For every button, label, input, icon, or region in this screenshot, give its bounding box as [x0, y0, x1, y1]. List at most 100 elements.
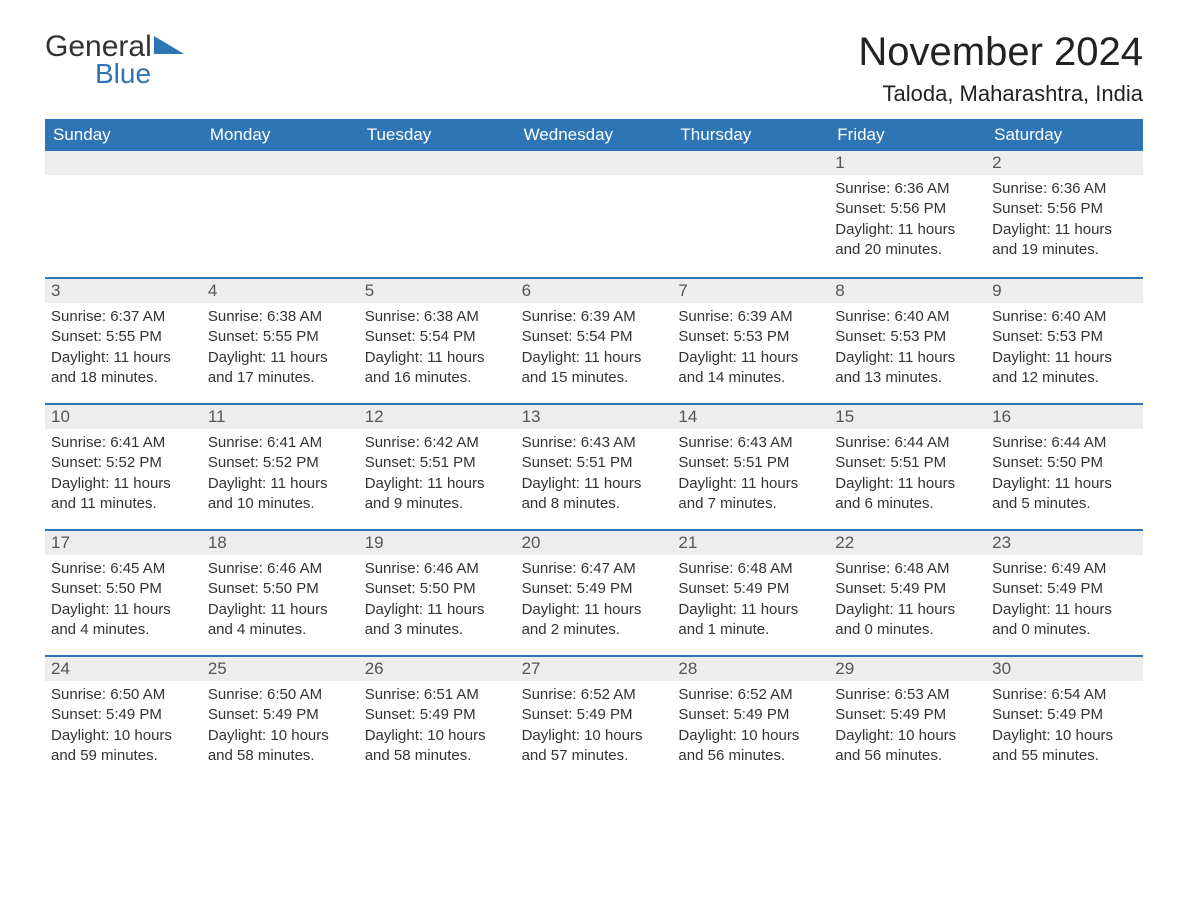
day-number: 8 — [829, 279, 986, 303]
sunrise-text: Sunrise: 6:37 AM — [51, 307, 196, 327]
day-number: 4 — [202, 279, 359, 303]
sunset-text: Sunset: 5:49 PM — [678, 705, 823, 725]
day-body: Sunrise: 6:41 AMSunset: 5:52 PMDaylight:… — [45, 429, 202, 522]
day-number: 7 — [672, 279, 829, 303]
sunrise-text: Sunrise: 6:48 AM — [835, 559, 980, 579]
day-body: Sunrise: 6:46 AMSunset: 5:50 PMDaylight:… — [359, 555, 516, 648]
day-number: 14 — [672, 405, 829, 429]
dow-cell: Sunday — [45, 119, 202, 151]
sunrise-text: Sunrise: 6:50 AM — [208, 685, 353, 705]
day-number: 5 — [359, 279, 516, 303]
daylight-text: Daylight: 11 hours and 7 minutes. — [678, 474, 823, 515]
sunrise-text: Sunrise: 6:36 AM — [992, 179, 1137, 199]
sunrise-text: Sunrise: 6:42 AM — [365, 433, 510, 453]
daylight-text: Daylight: 11 hours and 9 minutes. — [365, 474, 510, 515]
sunset-text: Sunset: 5:54 PM — [365, 327, 510, 347]
day-cell: 5Sunrise: 6:38 AMSunset: 5:54 PMDaylight… — [359, 279, 516, 403]
day-body: Sunrise: 6:40 AMSunset: 5:53 PMDaylight:… — [829, 303, 986, 396]
sunrise-text: Sunrise: 6:44 AM — [835, 433, 980, 453]
day-body: Sunrise: 6:38 AMSunset: 5:55 PMDaylight:… — [202, 303, 359, 396]
sunset-text: Sunset: 5:55 PM — [208, 327, 353, 347]
sunrise-text: Sunrise: 6:41 AM — [208, 433, 353, 453]
header: General Blue November 2024 Taloda, Mahar… — [45, 30, 1143, 107]
daylight-text: Daylight: 10 hours and 56 minutes. — [678, 726, 823, 767]
day-body: Sunrise: 6:46 AMSunset: 5:50 PMDaylight:… — [202, 555, 359, 648]
sunrise-text: Sunrise: 6:49 AM — [992, 559, 1137, 579]
sunset-text: Sunset: 5:53 PM — [678, 327, 823, 347]
day-number: 17 — [45, 531, 202, 555]
sunset-text: Sunset: 5:53 PM — [835, 327, 980, 347]
logo: General Blue — [45, 30, 184, 90]
day-cell: 30Sunrise: 6:54 AMSunset: 5:49 PMDayligh… — [986, 657, 1143, 781]
day-number: 20 — [516, 531, 673, 555]
sunset-text: Sunset: 5:52 PM — [51, 453, 196, 473]
sunset-text: Sunset: 5:50 PM — [365, 579, 510, 599]
sunset-text: Sunset: 5:49 PM — [992, 579, 1137, 599]
day-number: 12 — [359, 405, 516, 429]
day-number: 11 — [202, 405, 359, 429]
day-number: 1 — [829, 151, 986, 175]
day-number: 27 — [516, 657, 673, 681]
day-cell: 29Sunrise: 6:53 AMSunset: 5:49 PMDayligh… — [829, 657, 986, 781]
week-row: 3Sunrise: 6:37 AMSunset: 5:55 PMDaylight… — [45, 277, 1143, 403]
sunrise-text: Sunrise: 6:36 AM — [835, 179, 980, 199]
sunset-text: Sunset: 5:49 PM — [522, 579, 667, 599]
empty-day-bar — [672, 151, 829, 175]
daylight-text: Daylight: 10 hours and 58 minutes. — [365, 726, 510, 767]
day-cell: 23Sunrise: 6:49 AMSunset: 5:49 PMDayligh… — [986, 531, 1143, 655]
sunset-text: Sunset: 5:51 PM — [365, 453, 510, 473]
day-cell: 26Sunrise: 6:51 AMSunset: 5:49 PMDayligh… — [359, 657, 516, 781]
day-body: Sunrise: 6:47 AMSunset: 5:49 PMDaylight:… — [516, 555, 673, 648]
day-body: Sunrise: 6:39 AMSunset: 5:54 PMDaylight:… — [516, 303, 673, 396]
day-number: 15 — [829, 405, 986, 429]
sunrise-text: Sunrise: 6:53 AM — [835, 685, 980, 705]
sunset-text: Sunset: 5:49 PM — [678, 579, 823, 599]
day-number: 25 — [202, 657, 359, 681]
day-cell: 15Sunrise: 6:44 AMSunset: 5:51 PMDayligh… — [829, 405, 986, 529]
day-body: Sunrise: 6:36 AMSunset: 5:56 PMDaylight:… — [829, 175, 986, 268]
day-cell: 17Sunrise: 6:45 AMSunset: 5:50 PMDayligh… — [45, 531, 202, 655]
sunset-text: Sunset: 5:49 PM — [522, 705, 667, 725]
daylight-text: Daylight: 11 hours and 1 minute. — [678, 600, 823, 641]
daylight-text: Daylight: 11 hours and 5 minutes. — [992, 474, 1137, 515]
sunset-text: Sunset: 5:49 PM — [835, 705, 980, 725]
dow-cell: Saturday — [986, 119, 1143, 151]
empty-day-bar — [202, 151, 359, 175]
daylight-text: Daylight: 11 hours and 18 minutes. — [51, 348, 196, 389]
sunset-text: Sunset: 5:54 PM — [522, 327, 667, 347]
sunset-text: Sunset: 5:49 PM — [51, 705, 196, 725]
sunset-text: Sunset: 5:56 PM — [992, 199, 1137, 219]
day-cell — [359, 151, 516, 277]
day-cell: 20Sunrise: 6:47 AMSunset: 5:49 PMDayligh… — [516, 531, 673, 655]
sunrise-text: Sunrise: 6:39 AM — [522, 307, 667, 327]
day-cell: 22Sunrise: 6:48 AMSunset: 5:49 PMDayligh… — [829, 531, 986, 655]
daylight-text: Daylight: 11 hours and 0 minutes. — [835, 600, 980, 641]
day-body: Sunrise: 6:38 AMSunset: 5:54 PMDaylight:… — [359, 303, 516, 396]
logo-triangle-icon — [154, 36, 184, 54]
day-body: Sunrise: 6:51 AMSunset: 5:49 PMDaylight:… — [359, 681, 516, 774]
sunset-text: Sunset: 5:53 PM — [992, 327, 1137, 347]
sunrise-text: Sunrise: 6:43 AM — [522, 433, 667, 453]
sunrise-text: Sunrise: 6:47 AM — [522, 559, 667, 579]
day-body: Sunrise: 6:50 AMSunset: 5:49 PMDaylight:… — [202, 681, 359, 774]
dow-cell: Tuesday — [359, 119, 516, 151]
day-body: Sunrise: 6:43 AMSunset: 5:51 PMDaylight:… — [672, 429, 829, 522]
week-row: 1Sunrise: 6:36 AMSunset: 5:56 PMDaylight… — [45, 151, 1143, 277]
sunrise-text: Sunrise: 6:40 AM — [992, 307, 1137, 327]
empty-day-bar — [45, 151, 202, 175]
day-cell: 8Sunrise: 6:40 AMSunset: 5:53 PMDaylight… — [829, 279, 986, 403]
sunrise-text: Sunrise: 6:45 AM — [51, 559, 196, 579]
sunset-text: Sunset: 5:50 PM — [992, 453, 1137, 473]
day-body: Sunrise: 6:54 AMSunset: 5:49 PMDaylight:… — [986, 681, 1143, 774]
day-number: 3 — [45, 279, 202, 303]
daylight-text: Daylight: 11 hours and 15 minutes. — [522, 348, 667, 389]
weeks-container: 1Sunrise: 6:36 AMSunset: 5:56 PMDaylight… — [45, 151, 1143, 781]
daylight-text: Daylight: 11 hours and 17 minutes. — [208, 348, 353, 389]
sunrise-text: Sunrise: 6:51 AM — [365, 685, 510, 705]
day-cell: 25Sunrise: 6:50 AMSunset: 5:49 PMDayligh… — [202, 657, 359, 781]
sunrise-text: Sunrise: 6:40 AM — [835, 307, 980, 327]
dow-cell: Friday — [829, 119, 986, 151]
day-cell: 13Sunrise: 6:43 AMSunset: 5:51 PMDayligh… — [516, 405, 673, 529]
dow-cell: Thursday — [672, 119, 829, 151]
day-number: 28 — [672, 657, 829, 681]
